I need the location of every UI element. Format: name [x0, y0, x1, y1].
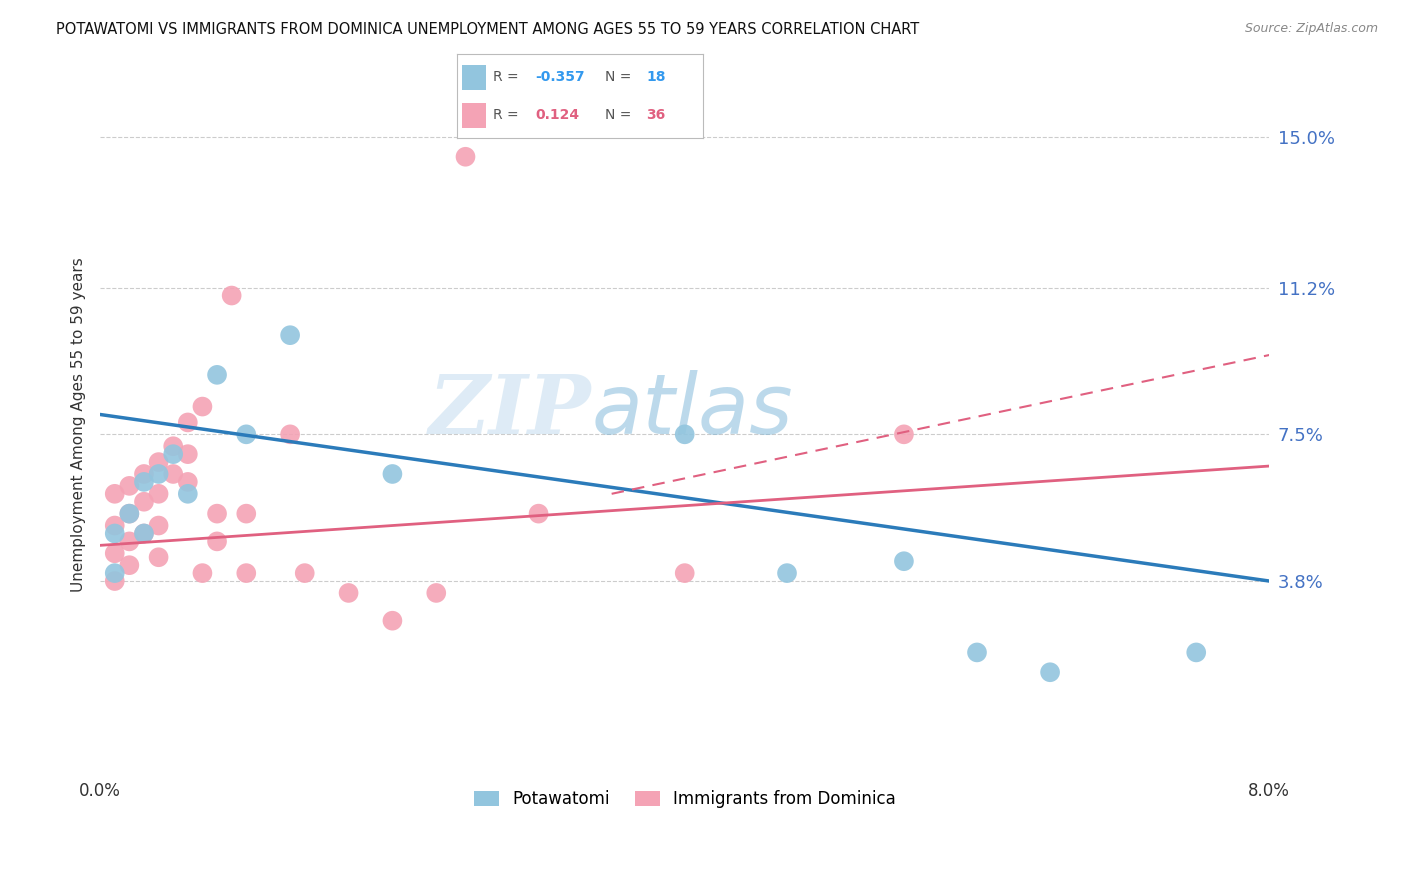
Point	[205, 534, 228, 549]
Point	[191, 566, 214, 581]
Point	[205, 507, 228, 521]
Point	[177, 416, 200, 430]
Point	[191, 400, 214, 414]
Point	[235, 427, 257, 442]
Point	[104, 487, 127, 501]
Point	[294, 566, 316, 581]
Point	[118, 507, 141, 521]
Legend: Potawatomi, Immigrants from Dominica: Potawatomi, Immigrants from Dominica	[467, 784, 903, 815]
Text: R =: R =	[492, 70, 523, 84]
Point	[162, 439, 184, 453]
Point	[148, 467, 170, 481]
Point	[104, 574, 127, 588]
Bar	[461, 103, 486, 128]
Point	[177, 487, 200, 501]
Point	[177, 475, 200, 489]
Point	[278, 427, 301, 442]
Point	[221, 288, 243, 302]
Point	[118, 558, 141, 573]
Point	[104, 526, 127, 541]
Point	[381, 614, 404, 628]
Point	[132, 526, 155, 541]
Point	[1039, 665, 1062, 680]
Point	[1185, 645, 1208, 659]
Point	[132, 475, 155, 489]
Point	[132, 526, 155, 541]
Point	[235, 507, 257, 521]
Text: atlas: atlas	[591, 370, 793, 451]
Y-axis label: Unemployment Among Ages 55 to 59 years: Unemployment Among Ages 55 to 59 years	[72, 257, 86, 591]
Point	[104, 566, 127, 581]
Text: Source: ZipAtlas.com: Source: ZipAtlas.com	[1244, 22, 1378, 36]
Point	[118, 479, 141, 493]
Text: N =: N =	[605, 70, 636, 84]
Point	[673, 566, 696, 581]
Point	[425, 586, 447, 600]
Text: -0.357: -0.357	[536, 70, 585, 84]
Text: 18: 18	[647, 70, 666, 84]
Point	[205, 368, 228, 382]
Point	[454, 150, 477, 164]
Text: N =: N =	[605, 109, 636, 122]
Text: POTAWATOMI VS IMMIGRANTS FROM DOMINICA UNEMPLOYMENT AMONG AGES 55 TO 59 YEARS CO: POTAWATOMI VS IMMIGRANTS FROM DOMINICA U…	[56, 22, 920, 37]
Point	[381, 467, 404, 481]
Point	[162, 447, 184, 461]
Point	[132, 494, 155, 508]
Point	[278, 328, 301, 343]
Point	[148, 455, 170, 469]
Point	[118, 507, 141, 521]
Bar	[461, 64, 486, 90]
Point	[527, 507, 550, 521]
Point	[893, 554, 915, 568]
Point	[235, 566, 257, 581]
Point	[104, 518, 127, 533]
Point	[776, 566, 799, 581]
Point	[966, 645, 988, 659]
Text: ZIP: ZIP	[429, 370, 591, 450]
Point	[337, 586, 360, 600]
Text: 0.124: 0.124	[536, 109, 579, 122]
Point	[673, 427, 696, 442]
Point	[132, 467, 155, 481]
Point	[162, 467, 184, 481]
Point	[118, 534, 141, 549]
Point	[893, 427, 915, 442]
Text: R =: R =	[492, 109, 523, 122]
Text: 36: 36	[647, 109, 665, 122]
Point	[177, 447, 200, 461]
Point	[104, 546, 127, 560]
Point	[148, 518, 170, 533]
Point	[148, 550, 170, 565]
Point	[148, 487, 170, 501]
